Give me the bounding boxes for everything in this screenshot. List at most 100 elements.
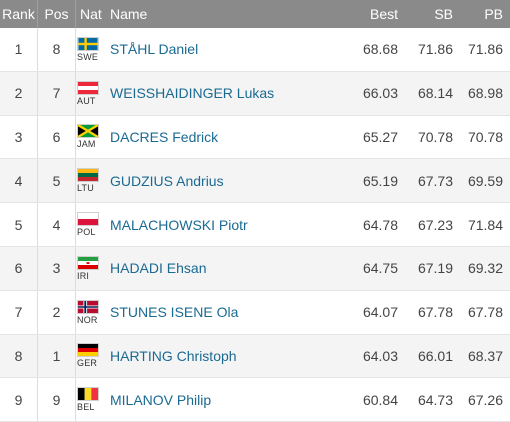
pos-cell: 5 [38, 159, 76, 203]
table-body: 1 8 SWE STÅHL Daniel 68.68 71.86 71.86 2 7 AUT WEI… [0, 28, 510, 422]
rank-cell: 2 [0, 71, 38, 115]
sweden-flag-icon [77, 36, 99, 51]
athlete-name-link[interactable]: HARTING Christoph [110, 347, 237, 364]
header-pb[interactable]: PB [484, 6, 503, 22]
athlete-name-cell: MALACHOWSKI Piotr [110, 203, 340, 246]
athlete-name-link[interactable]: STUNES ISENE Ola [110, 304, 239, 321]
pb-cell: 69.59 [467, 172, 503, 189]
nat-cell: SWE [76, 28, 110, 71]
country-code: NOR [77, 314, 98, 325]
sb-cell: 67.19 [417, 260, 453, 277]
best-cell: 60.84 [362, 391, 398, 408]
best-cell: 66.03 [362, 85, 398, 102]
pos-cell: 2 [38, 290, 76, 334]
athlete-name-link[interactable]: DACRES Fedrick [110, 128, 219, 145]
table-row[interactable]: 9 9 BEL MILANOV Philip 60.84 64.73 67.26 [0, 378, 510, 422]
table-header: Rank Pos Nat Name Best SB PB [0, 0, 510, 28]
athlete-name-cell: WEISSHAIDINGER Lukas [110, 72, 340, 115]
nat-cell: POL [76, 203, 110, 246]
sb-cell: 67.23 [417, 216, 453, 233]
country-code: GER [77, 358, 98, 369]
country-code: LTU [77, 183, 94, 194]
austria-flag-icon [77, 80, 99, 95]
pb-cell: 68.37 [467, 347, 503, 364]
rank-cell: 8 [0, 334, 38, 378]
athlete-name-link[interactable]: GUDZIUS Andrius [110, 172, 224, 189]
sb-cell: 71.86 [417, 41, 453, 58]
header-sb[interactable]: SB [434, 6, 453, 22]
table-row[interactable]: 7 2 NOR STUNES ISENE Ola 64.07 67.78 67.78 [0, 290, 510, 335]
country-code: POL [77, 227, 96, 238]
pb-cell: 67.78 [467, 304, 503, 321]
best-cell: 64.03 [362, 347, 398, 364]
rank-cell: 1 [0, 28, 38, 71]
athlete-name-link[interactable]: MILANOV Philip [110, 391, 212, 408]
athlete-name-cell: HARTING Christoph [110, 335, 340, 378]
best-cell: 68.68 [362, 41, 398, 58]
pb-cell: 70.78 [467, 128, 503, 145]
rank-cell: 6 [0, 246, 38, 290]
pb-cell: 69.32 [467, 260, 503, 277]
pos-cell: 6 [38, 115, 76, 159]
nat-cell: JAM [76, 116, 110, 159]
table-row[interactable]: 6 3 IRI HADADI Ehsan 64.75 67.19 69.32 [0, 246, 510, 291]
header-best[interactable]: Best [369, 6, 398, 22]
athlete-name-link[interactable]: WEISSHAIDINGER Lukas [110, 85, 275, 102]
norway-flag-icon [77, 299, 99, 314]
athlete-name-cell: STÅHL Daniel [110, 28, 340, 71]
germany-flag-icon [77, 343, 99, 358]
poland-flag-icon [77, 212, 99, 227]
athlete-name-cell: MILANOV Philip [110, 378, 340, 421]
sb-cell: 64.73 [417, 391, 453, 408]
pos-cell: 8 [38, 28, 76, 71]
sb-cell: 66.01 [417, 347, 453, 364]
nat-cell: AUT [76, 72, 110, 115]
best-cell: 64.78 [362, 216, 398, 233]
lithuania-flag-icon [77, 168, 99, 183]
country-code: BEL [77, 402, 95, 413]
best-cell: 65.19 [362, 172, 398, 189]
sb-cell: 67.78 [417, 304, 453, 321]
table-row[interactable]: 2 7 AUT WEISSHAIDINGER Lukas 66.03 68.14 68.98 [0, 71, 510, 116]
best-cell: 64.07 [362, 304, 398, 321]
sb-cell: 70.78 [417, 128, 453, 145]
pos-cell: 3 [38, 246, 76, 290]
header-nat[interactable]: Nat [80, 6, 102, 22]
pos-cell: 1 [38, 334, 76, 378]
athlete-name-cell: HADADI Ehsan [110, 247, 340, 290]
rank-cell: 5 [0, 203, 38, 246]
jamaica-flag-icon [77, 124, 99, 139]
best-cell: 65.27 [362, 128, 398, 145]
pb-cell: 68.98 [467, 85, 503, 102]
header-pos[interactable]: Pos [38, 0, 76, 28]
header-rank[interactable]: Rank [0, 0, 38, 28]
athlete-name-cell: STUNES ISENE Ola [110, 291, 340, 334]
table-row[interactable]: 4 5 LTU GUDZIUS Andrius 65.19 67.73 69.59 [0, 159, 510, 204]
athlete-name-link[interactable]: HADADI Ehsan [110, 260, 207, 277]
pos-cell: 7 [38, 71, 76, 115]
iran-flag-icon [77, 255, 99, 270]
rank-cell: 4 [0, 159, 38, 203]
table-row[interactable]: 5 4 POL MALACHOWSKI Piotr 64.78 67.23 71.84 [0, 203, 510, 247]
athlete-name-link[interactable]: MALACHOWSKI Piotr [110, 216, 248, 233]
athlete-name-link[interactable]: STÅHL Daniel [110, 41, 199, 58]
best-cell: 64.75 [362, 260, 398, 277]
header-name[interactable]: Name [110, 6, 148, 22]
nat-cell: GER [76, 335, 110, 378]
country-code: IRI [77, 270, 90, 281]
sb-cell: 68.14 [417, 85, 453, 102]
table-row[interactable]: 8 1 GER HARTING Christoph 64.03 66.01 68.37 [0, 334, 510, 379]
country-code: AUT [77, 95, 96, 106]
table-row[interactable]: 1 8 SWE STÅHL Daniel 68.68 71.86 71.86 [0, 28, 510, 72]
nat-cell: BEL [76, 378, 110, 421]
athlete-name-cell: GUDZIUS Andrius [110, 159, 340, 202]
pos-cell: 9 [38, 378, 76, 422]
belgium-flag-icon [77, 387, 99, 402]
country-code: SWE [77, 51, 99, 62]
rank-cell: 7 [0, 290, 38, 334]
pos-cell: 4 [38, 203, 76, 246]
table-row[interactable]: 3 6 JAM DACRES Fedrick 65.27 70.78 70.78 [0, 115, 510, 160]
rank-cell: 9 [0, 378, 38, 422]
pb-cell: 67.26 [467, 391, 503, 408]
